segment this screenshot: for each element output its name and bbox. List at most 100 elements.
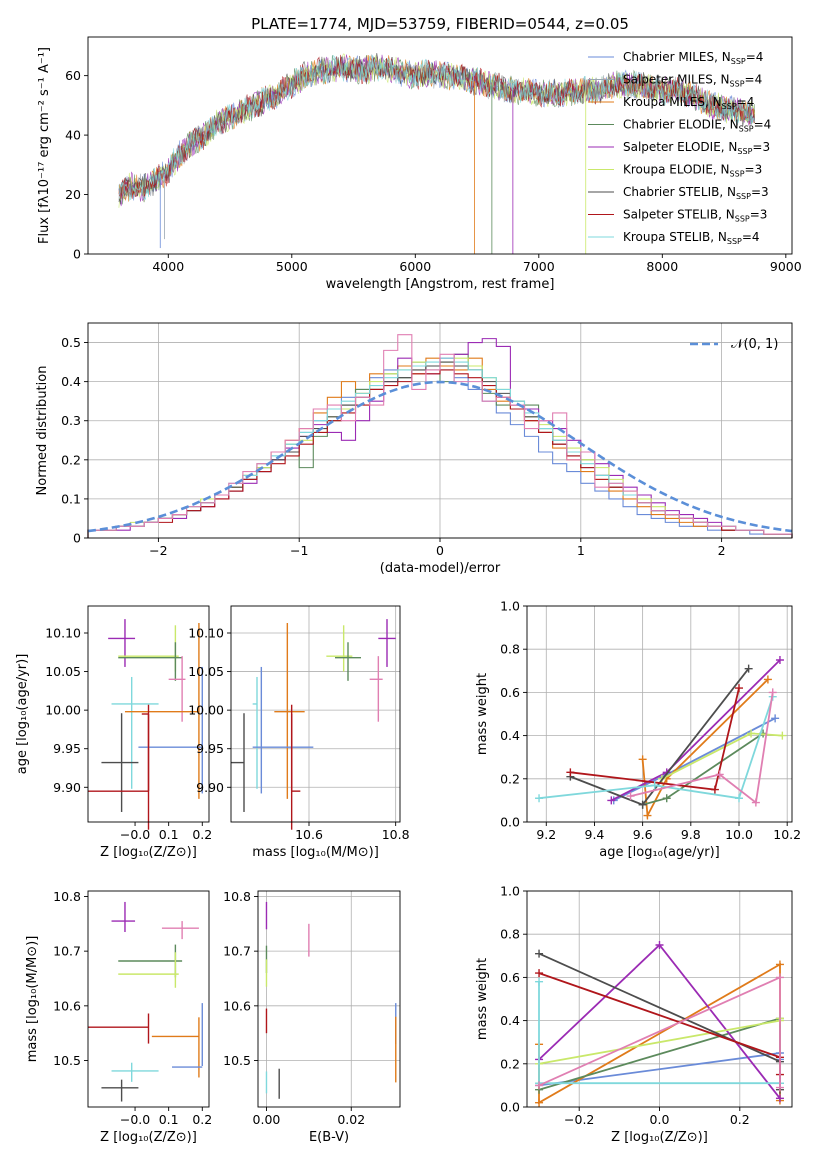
y-tick-label: 10.10 <box>188 626 224 641</box>
weight-line-8 <box>630 692 774 805</box>
data-point-6 <box>141 704 150 792</box>
y-tick-label: 0.2 <box>500 1056 520 1071</box>
weight-marker <box>566 768 575 777</box>
weight-marker <box>744 664 753 673</box>
y-tick-label: 10.8 <box>53 889 81 904</box>
weight-marker <box>638 800 647 809</box>
weight-marker <box>747 729 756 738</box>
x-tick-label: −1 <box>290 543 308 558</box>
legend-entry: Chabrier ELODIE, NSSP=4 <box>623 118 771 134</box>
y-tick-label: 20 <box>65 187 81 202</box>
weight-marker <box>535 969 544 978</box>
y-tick-label: 9.90 <box>196 780 224 795</box>
x-tick-label: 9000 <box>770 259 802 274</box>
weight-marker <box>771 714 780 723</box>
data-point-3 <box>118 952 179 988</box>
y-tick-label: 10.5 <box>223 1053 251 1068</box>
y-tick-label: 10.7 <box>53 944 81 959</box>
data-point-8 <box>231 713 245 812</box>
grid-lines <box>527 890 792 1108</box>
x-tick-label: 0.02 <box>337 1112 365 1127</box>
y-axis-label: mass weight <box>475 673 490 755</box>
x-tick-label: 0.00 <box>253 1112 281 1127</box>
weight-marker <box>535 1081 544 1090</box>
legend-entry: Chabrier MILES, NSSP=4 <box>623 50 763 66</box>
data-point-3 <box>168 656 186 722</box>
weight-line-5 <box>570 668 750 806</box>
weight-marker <box>775 1094 784 1103</box>
y-tick-label: 10.05 <box>188 664 224 679</box>
y-tick-label: 0.3 <box>61 413 81 428</box>
x-tick-label: 0.2 <box>192 827 212 842</box>
y-tick-label: 10.6 <box>53 998 81 1013</box>
legend-entry: Kroupa STELIB, NSSP=4 <box>623 230 760 246</box>
weight-lines <box>535 941 784 1107</box>
data-point-4 <box>111 676 159 789</box>
mass-weight-vs-age-plot: 9.2 9.4 9.6 9.8 10.0 10.2 0.0 0.2 0.4 0.6 0.8 1.0 ag… <box>475 599 801 861</box>
spectrum-plot: 4000 5000 6000 7000 8000 9000 0 20 40 60 wavelengt… <box>37 36 802 292</box>
weight-marker <box>626 792 635 801</box>
x-tick-label: 0.0 <box>650 1112 670 1127</box>
spectrum-series-4 <box>118 54 755 207</box>
x-axis-label: mass [log₁₀(M/M⊙)] <box>252 845 379 860</box>
data-point-0 <box>111 901 136 933</box>
y-tick-label: 0.8 <box>500 927 520 942</box>
x-tick-label: 0.1 <box>159 827 179 842</box>
y-tick-label: 0.4 <box>500 728 520 743</box>
y-tick-label: 0.5 <box>61 335 81 350</box>
legend-entry: Salpeter MILES, NSSP=4 <box>623 73 762 89</box>
weight-marker <box>715 770 724 779</box>
weight-marker <box>535 794 544 803</box>
axes-frame <box>87 605 210 823</box>
weight-marker <box>535 1098 544 1107</box>
weight-marker <box>710 785 719 794</box>
x-axis-label: Z [log₁₀(Z/Z⊙)] <box>100 845 197 860</box>
weight-marker <box>775 1083 784 1092</box>
x-tick-label: 4000 <box>152 259 184 274</box>
x-axis-label: Z [log₁₀(Z/Z⊙)] <box>100 1130 197 1145</box>
weight-marker <box>650 781 659 790</box>
grid-lines <box>231 606 400 822</box>
x-tick-label: 2 <box>718 543 726 558</box>
y-tick-label: 0.1 <box>61 491 81 506</box>
y-axis-label: mass [log₁₀(M/M⊙)] <box>25 936 40 1063</box>
data-point-2 <box>118 944 183 978</box>
y-tick-label: 9.95 <box>196 741 224 756</box>
y-tick-label: 0 <box>73 247 81 262</box>
data-point-4 <box>252 676 258 789</box>
y-tick-label: 0.4 <box>500 1013 520 1028</box>
weight-marker <box>535 949 544 958</box>
x-axis-label: wavelength [Angstrom, rest frame] <box>326 277 555 292</box>
figure-title: PLATE=1774, MJD=53759, FIBERID=0544, z=0… <box>251 15 629 33</box>
y-tick-label: 1.0 <box>500 599 520 614</box>
legend-entry: 𝒩(0, 1) <box>731 337 778 352</box>
weight-marker <box>768 688 777 697</box>
spectrum-lines <box>118 53 755 208</box>
legend-entry: Chabrier STELIB, NSSP=3 <box>623 185 769 201</box>
weight-marker <box>751 798 760 807</box>
data-point-0 <box>108 619 136 667</box>
x-axis-label: Z [log₁₀(Z/Z⊙)] <box>611 1130 708 1145</box>
error-bars <box>88 619 203 830</box>
y-tick-label: 10.10 <box>45 626 81 641</box>
x-tick-label: 10.6 <box>295 827 323 842</box>
weight-marker <box>775 960 784 969</box>
weight-marker <box>775 656 784 664</box>
spectrum-legend: Chabrier MILES, NSSP=4 Salpeter MILES, NS… <box>588 50 771 246</box>
data-point-1 <box>161 921 199 940</box>
x-tick-label: 9.8 <box>681 827 701 842</box>
y-tick-label: 10.7 <box>223 944 251 959</box>
weight-lines <box>535 656 787 820</box>
x-tick-label: 1 <box>577 543 585 558</box>
axes-frame <box>87 890 210 1108</box>
age-vs-metallicity-plot: −0.0 0.1 0.2 9.90 9.95 10.00 10.05 10.10 Z [log₁… <box>15 605 212 860</box>
legend-entry: Salpeter STELIB, NSSP=3 <box>623 208 767 224</box>
x-axis-label: E(B-V) <box>309 1130 349 1145</box>
spectrum-series-8 <box>118 54 755 201</box>
error-bars <box>88 901 203 1102</box>
weight-line-7 <box>538 696 774 800</box>
x-tick-label: 6000 <box>399 259 431 274</box>
y-axis-label: age [log₁₀(age/yr)] <box>15 654 30 775</box>
residual-histogram-plot: −2 −1 0 1 2 0 0.1 0.2 0.3 0.4 0.5 (data-model)/erro… <box>35 322 793 576</box>
